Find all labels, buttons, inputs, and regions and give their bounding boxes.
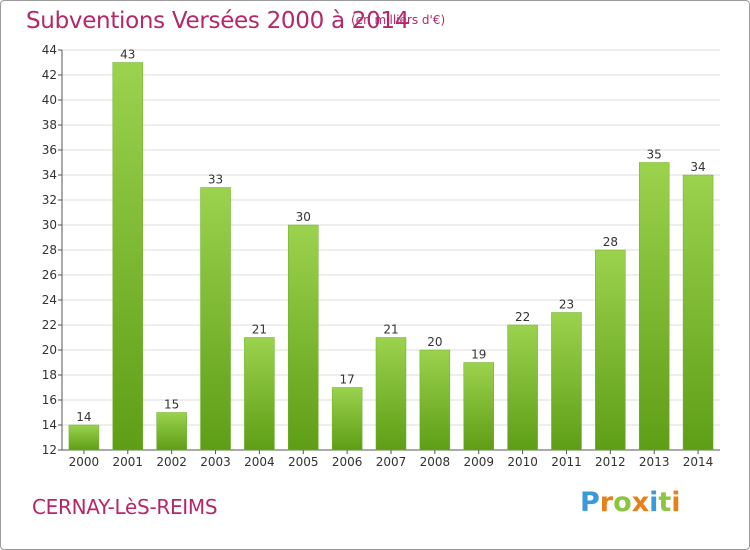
y-tick-label: 18	[42, 368, 57, 382]
bars	[68, 62, 714, 451]
bar-2008	[419, 349, 451, 451]
x-tick-label: 2006	[332, 455, 363, 469]
x-tick-label: 2005	[288, 455, 319, 469]
y-tick-label: 16	[42, 393, 57, 407]
x-tick-label: 2012	[595, 455, 626, 469]
bar-value-label: 35	[647, 148, 662, 162]
bar-value-label: 22	[515, 310, 530, 324]
y-tick-label: 26	[42, 268, 57, 282]
y-tick-label: 24	[42, 293, 57, 307]
labels: 12 14 16 18 20 22 24 26 28 30 32 34 36 38 40 42 44 14 2000…	[42, 43, 714, 469]
y-tick-label: 38	[42, 118, 57, 132]
logo-letter: t	[658, 487, 672, 518]
bar-2002	[156, 412, 187, 451]
x-tick-label: 2010	[507, 455, 538, 469]
bar-value-label: 30	[296, 210, 311, 224]
logo-letter: x	[631, 487, 650, 518]
x-tick-label: 2007	[376, 455, 407, 469]
y-tick-label: 40	[42, 93, 57, 107]
chart-title: Subventions Versées 2000 à 2014	[26, 8, 410, 34]
bar-value-label: 19	[471, 348, 486, 362]
x-tick-label: 2009	[463, 455, 494, 469]
x-tick-label: 2014	[683, 455, 714, 469]
bar-value-label: 34	[690, 160, 705, 174]
bar-2011	[551, 312, 582, 451]
y-tick-label: 12	[42, 443, 57, 457]
bar-value-label: 23	[559, 298, 574, 312]
chart-unit-subtitle: (en milliers d'€)	[351, 13, 446, 27]
x-tick-label: 2002	[156, 455, 187, 469]
logo-letter: r	[599, 487, 614, 518]
y-tick-label: 20	[42, 343, 57, 357]
commune-name: CERNAY-LèS-REIMS	[32, 495, 218, 519]
y-tick-label: 42	[42, 68, 57, 82]
bar-2012	[595, 249, 626, 451]
bar-value-label: 20	[427, 335, 442, 349]
bar-2009	[463, 362, 494, 451]
logo-letter: o	[613, 487, 632, 518]
bar-2007	[375, 337, 407, 451]
x-tick-label: 2004	[244, 455, 275, 469]
x-tick-label: 2011	[551, 455, 582, 469]
y-tick-label: 22	[42, 318, 57, 332]
logo-letter: P	[580, 487, 600, 518]
bar-value-label: 21	[383, 323, 398, 337]
bar-2004	[244, 337, 275, 451]
x-tick-label: 2008	[420, 455, 451, 469]
bar-value-label: 17	[339, 373, 354, 387]
y-tick-label: 14	[42, 418, 57, 432]
bar-2000	[68, 424, 100, 451]
y-tick-label: 44	[42, 43, 57, 57]
x-tick-label: 2001	[113, 455, 144, 469]
x-tick-label: 2003	[200, 455, 231, 469]
bar-2013	[638, 162, 670, 451]
bar-value-label: 43	[120, 48, 135, 62]
y-tick-label: 28	[42, 243, 57, 257]
bar-2010	[507, 324, 538, 451]
bar-2001	[112, 62, 144, 451]
logo-letter: i	[649, 487, 659, 518]
bar-value-label: 15	[164, 398, 179, 412]
bar-value-label: 28	[603, 235, 618, 249]
y-tick-label: 32	[42, 193, 57, 207]
bar-value-label: 21	[252, 323, 267, 337]
bar-value-label: 33	[208, 173, 223, 187]
bar-2003	[200, 187, 231, 451]
bar-2014	[682, 174, 714, 451]
y-tick-label: 30	[42, 218, 57, 232]
logo-letter: i	[671, 487, 681, 518]
bar-value-label: 14	[76, 410, 91, 424]
x-tick-label: 2000	[69, 455, 100, 469]
y-tick-label: 34	[42, 168, 57, 182]
bar-2006	[331, 387, 363, 451]
proxiti-logo[interactable]: Proxiti	[580, 487, 681, 518]
bar-2005	[288, 224, 319, 451]
x-tick-label: 2013	[639, 455, 670, 469]
y-tick-label: 36	[42, 143, 57, 157]
